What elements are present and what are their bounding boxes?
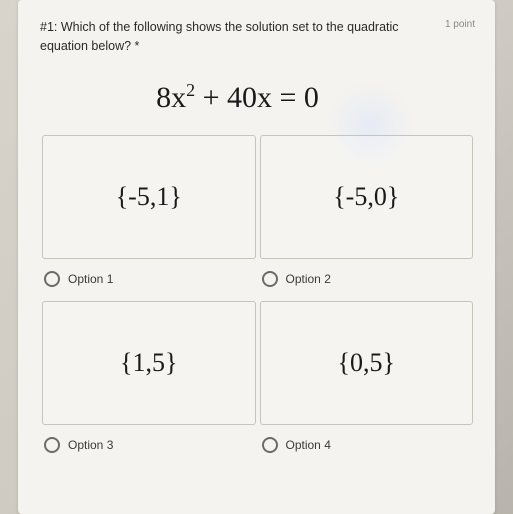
question-prompt: #1: Which of the following shows the sol… (40, 18, 437, 56)
radio-icon[interactable] (262, 437, 278, 453)
option-label-1: Option 1 (68, 272, 113, 286)
option-box-2: {-5,0} (260, 135, 474, 259)
option-cell-3: {1,5} Option 3 (40, 299, 258, 465)
points-label: 1 point (445, 19, 475, 30)
radio-icon[interactable] (44, 437, 60, 453)
equation-suffix: + 40x = 0 (195, 81, 319, 114)
option-cell-2: {-5,0} Option 2 (258, 133, 476, 299)
option-value-2: {-5,0} (333, 182, 399, 212)
option-value-4: {0,5} (338, 348, 395, 378)
radio-icon[interactable] (262, 271, 278, 287)
option-row-4[interactable]: Option 4 (258, 427, 476, 465)
option-value-1: {-5,1} (116, 182, 182, 212)
option-cell-1: {-5,1} Option 1 (40, 133, 258, 299)
option-box-1: {-5,1} (42, 135, 256, 259)
radio-icon[interactable] (44, 271, 60, 287)
option-row-1[interactable]: Option 1 (40, 261, 258, 299)
equation: 8x2 + 40x = 0 (0, 74, 475, 133)
option-row-2[interactable]: Option 2 (258, 261, 476, 299)
option-box-4: {0,5} (260, 301, 474, 425)
option-row-3[interactable]: Option 3 (40, 427, 258, 465)
question-card: #1: Which of the following shows the sol… (18, 0, 495, 514)
option-value-3: {1,5} (120, 348, 177, 378)
option-label-3: Option 3 (68, 438, 113, 452)
option-label-4: Option 4 (286, 438, 331, 452)
options-grid: {-5,1} Option 1 {-5,0} Option 2 {1,5} Op… (40, 133, 475, 465)
question-header: #1: Which of the following shows the sol… (40, 18, 475, 56)
equation-prefix: 8x (156, 81, 186, 114)
option-label-2: Option 2 (286, 272, 331, 286)
option-cell-4: {0,5} Option 4 (258, 299, 476, 465)
equation-exponent: 2 (186, 80, 195, 100)
option-box-3: {1,5} (42, 301, 256, 425)
